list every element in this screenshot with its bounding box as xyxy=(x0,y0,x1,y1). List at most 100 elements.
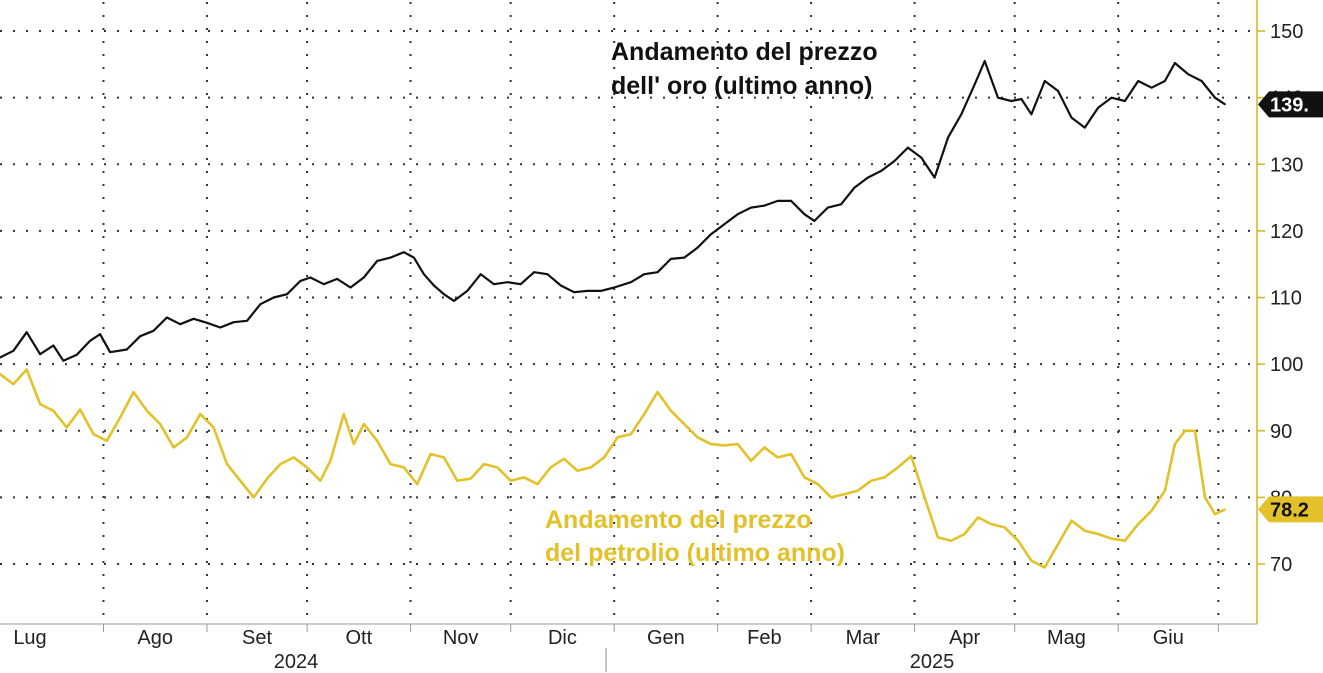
gold-point-85 xyxy=(1097,106,1100,109)
series-lines xyxy=(0,59,1226,569)
gold-point-65 xyxy=(840,203,842,206)
x-tick-label-ago: Ago xyxy=(137,627,173,649)
oil-point-58 xyxy=(763,446,766,449)
oil-point-38 xyxy=(496,466,499,469)
gold-point-33 xyxy=(423,273,425,276)
oil-point-31 xyxy=(403,466,405,469)
gold-point-17 xyxy=(219,326,222,329)
y-tick-label-70: 70 xyxy=(1270,554,1292,576)
gold-point-23 xyxy=(299,280,302,282)
oil-point-70 xyxy=(923,496,926,499)
gold-point-78 xyxy=(1010,100,1013,102)
gold-point-68 xyxy=(880,170,883,172)
x-tick-label-nov: Nov xyxy=(443,627,479,649)
gold-point-76 xyxy=(983,60,986,62)
x-tick-label-ott: Ott xyxy=(345,627,372,649)
x-axis-ticks: Lug Ago Set Ott Nov Dic Gen Feb Mar Apr Mag Giu xyxy=(13,624,1219,649)
gold-point-50 xyxy=(643,273,646,276)
gold-point-13 xyxy=(166,316,168,319)
oil-point-27 xyxy=(352,443,355,445)
oil-annotation-line2: del petrolio (ultimo anno) xyxy=(545,539,845,567)
gold-point-79 xyxy=(1020,98,1023,100)
gold-point-93 xyxy=(1200,80,1203,82)
gold-point-86 xyxy=(1110,96,1113,99)
gold-point-69 xyxy=(893,160,896,162)
oil-point-25 xyxy=(329,459,332,462)
gold-point-36 xyxy=(453,300,455,302)
oil-point-29 xyxy=(376,439,379,442)
x-tick-label-dic: Dic xyxy=(548,627,577,649)
gold-last-value-tag: 139. xyxy=(1258,91,1323,118)
x-tick-label-mag: Mag xyxy=(1047,627,1086,649)
oil-point-52 xyxy=(683,423,686,425)
oil-point-76 xyxy=(1003,526,1006,529)
oil-point-78 xyxy=(1030,559,1033,562)
gold-point-26 xyxy=(336,278,338,280)
gold-point-7 xyxy=(89,339,91,342)
oil-point-9 xyxy=(119,416,122,419)
oil-point-28 xyxy=(362,423,365,425)
gold-point-39 xyxy=(493,283,495,286)
oil-point-41 xyxy=(536,483,539,485)
oil-point-2 xyxy=(25,368,28,371)
gold-point-14 xyxy=(179,323,182,326)
gold-point-2 xyxy=(25,331,28,334)
gold-point-29 xyxy=(376,260,379,262)
gold-point-84 xyxy=(1083,126,1086,129)
oil-point-91 xyxy=(1194,429,1196,432)
oil-point-67 xyxy=(883,476,886,479)
oil-point-42 xyxy=(549,466,552,469)
gold-point-88 xyxy=(1137,80,1140,82)
y-tick-label-90: 90 xyxy=(1270,421,1292,443)
gold-point-19 xyxy=(246,319,248,322)
oil-point-89 xyxy=(1174,443,1176,445)
gold-point-95 xyxy=(1224,103,1226,106)
oil-point-54 xyxy=(710,443,712,445)
oil-point-19 xyxy=(252,496,255,499)
oil-point-79 xyxy=(1043,566,1046,569)
oil-point-83 xyxy=(1097,533,1100,535)
oil-point-23 xyxy=(306,466,308,469)
oil-point-44 xyxy=(576,469,579,472)
gold-point-25 xyxy=(322,283,325,286)
gold-point-57 xyxy=(736,213,739,216)
gold-point-53 xyxy=(683,256,686,259)
oil-point-85 xyxy=(1124,539,1126,542)
gold-point-45 xyxy=(573,291,575,294)
oil-point-22 xyxy=(292,456,295,459)
oil-point-49 xyxy=(643,413,646,415)
oil-point-87 xyxy=(1150,509,1153,512)
gold-point-18 xyxy=(232,321,235,324)
gold-point-51 xyxy=(656,271,659,274)
oil-point-13 xyxy=(172,446,175,449)
gold-point-44 xyxy=(559,284,562,287)
oil-point-4 xyxy=(52,409,55,412)
y-tick-label-120: 120 xyxy=(1270,221,1303,243)
gold-point-72 xyxy=(933,176,936,179)
oil-point-45 xyxy=(589,466,592,469)
gold-point-92 xyxy=(1187,73,1190,76)
oil-point-3 xyxy=(39,403,41,405)
oil-point-20 xyxy=(266,477,268,480)
oil-point-53 xyxy=(696,436,699,439)
oil-point-92 xyxy=(1204,496,1206,499)
oil-point-69 xyxy=(910,455,913,457)
oil-price-line xyxy=(0,368,1226,569)
x-tick-label-apr: Apr xyxy=(949,627,980,649)
gold-point-59 xyxy=(763,204,766,207)
y-tick-label-110: 110 xyxy=(1270,288,1302,310)
oil-point-77 xyxy=(1017,539,1019,542)
oil-point-1 xyxy=(12,383,15,385)
oil-point-59 xyxy=(776,456,779,459)
oil-point-71 xyxy=(937,536,939,539)
gold-point-24 xyxy=(309,276,312,279)
oil-point-32 xyxy=(416,483,419,485)
gold-point-12 xyxy=(152,329,155,332)
gold-point-66 xyxy=(853,186,856,189)
gold-annotation-line2: dell' oro (ultimo anno) xyxy=(611,72,872,100)
oil-point-68 xyxy=(897,466,899,469)
oil-point-12 xyxy=(159,423,162,425)
oil-point-35 xyxy=(456,479,459,482)
gold-point-58 xyxy=(750,206,752,209)
gold-point-43 xyxy=(546,273,549,276)
